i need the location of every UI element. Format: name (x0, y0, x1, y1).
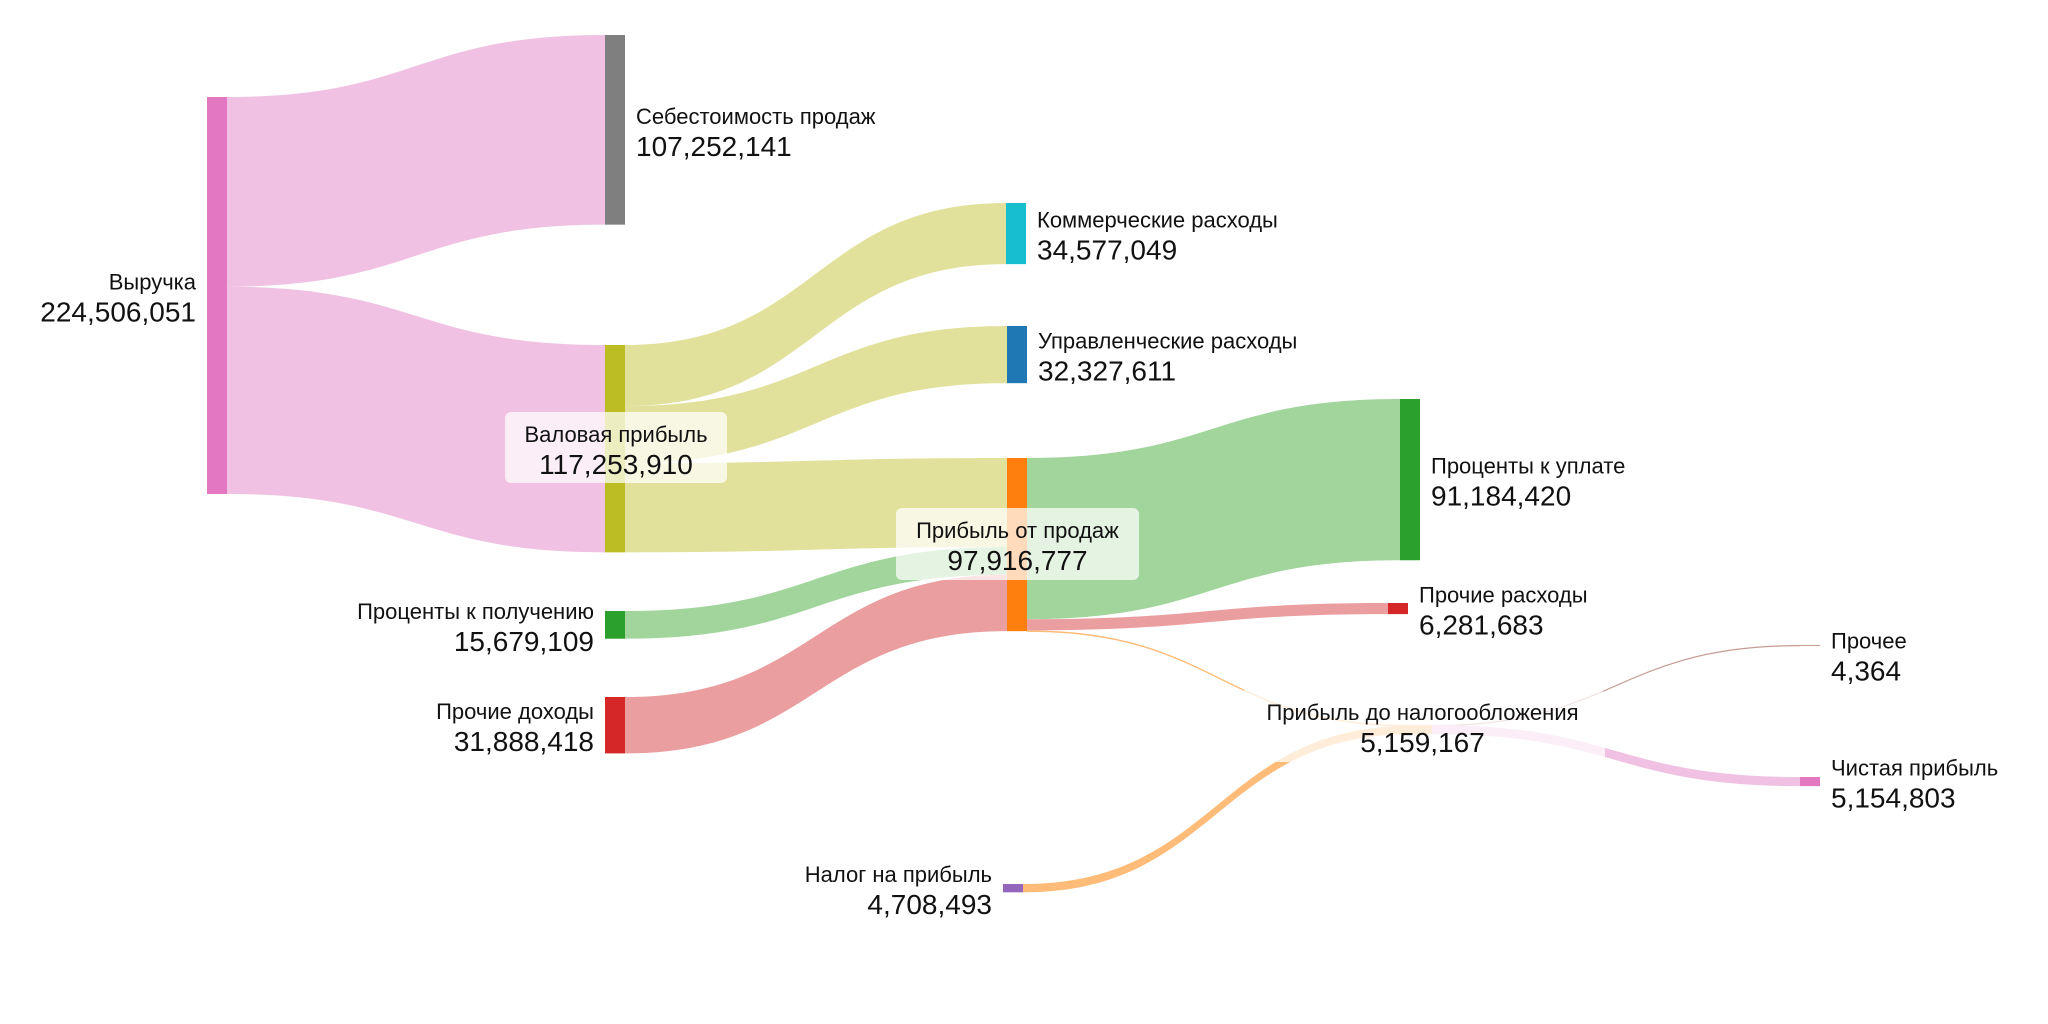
node-value-label: 5,154,803 (1831, 783, 1956, 814)
node-value-label: 4,708,493 (867, 889, 992, 920)
node-name-label: Чистая прибыль (1831, 756, 1998, 781)
node-name-label: Себестоимость продаж (636, 104, 876, 129)
node-value-label: 6,281,683 (1419, 610, 1544, 641)
link-pbt-to-net[interactable] (1432, 725, 1800, 787)
node-other_expense[interactable] (1388, 603, 1408, 615)
link-pbt-to-other[interactable] (1432, 645, 1800, 727)
node-name-label: Валовая прибыль (524, 422, 707, 447)
node-name-label: Прочие расходы (1419, 583, 1588, 608)
node-name-label: Прочие доходы (436, 699, 594, 724)
node-value-label: 97,916,777 (947, 545, 1087, 576)
label-box-pbt (1240, 690, 1605, 762)
node-name-label: Прибыль до налогообложения (1266, 700, 1578, 725)
node-value-label: 31,888,418 (454, 726, 594, 757)
link-tax-to-pbt[interactable] (1023, 725, 1412, 893)
link-gross-to-selling[interactable] (625, 203, 1006, 407)
node-net[interactable] (1800, 777, 1820, 787)
link-op_profit-to-pbt[interactable] (1027, 630, 1412, 727)
node-name-label: Налог на прибыль (805, 862, 992, 887)
link-revenue-to-gross[interactable] (227, 286, 605, 553)
node-name-label: Прочее (1831, 629, 1907, 654)
node-admin[interactable] (1007, 326, 1027, 384)
node-value-label: 107,252,141 (636, 131, 792, 162)
node-value-label: 34,577,049 (1037, 235, 1177, 266)
link-other_income-to-op_profit[interactable] (625, 574, 1007, 754)
node-name-label: Выручка (109, 270, 197, 295)
node-value-label: 117,253,910 (539, 449, 693, 480)
node-value-label: 224,506,051 (40, 297, 196, 328)
node-value-label: 91,184,420 (1431, 481, 1571, 512)
node-selling[interactable] (1006, 203, 1026, 265)
node-value-label: 32,327,611 (1038, 356, 1176, 387)
node-name-label: Проценты к получению (357, 599, 594, 624)
node-value-label: 4,364 (1831, 656, 1901, 687)
link-op_profit-to-other_expense[interactable] (1027, 603, 1388, 631)
link-revenue-to-cogs[interactable] (227, 35, 605, 287)
node-revenue[interactable] (207, 97, 227, 494)
node-cogs[interactable] (605, 35, 625, 225)
node-name-label: Прибыль от продаж (916, 518, 1119, 543)
node-other_income[interactable] (605, 697, 625, 754)
node-int_expense[interactable] (1400, 399, 1420, 561)
label-box-op_profit (896, 508, 1139, 580)
node-name-label: Управленческие расходы (1038, 329, 1297, 354)
node-name-label: Коммерческие расходы (1037, 208, 1278, 233)
node-tax[interactable] (1003, 884, 1023, 893)
node-int_income[interactable] (605, 611, 625, 639)
node-value-label: 15,679,109 (454, 626, 594, 657)
node-value-label: 5,159,167 (1360, 727, 1485, 758)
node-name-label: Проценты к уплате (1431, 454, 1625, 479)
node-other[interactable] (1800, 645, 1820, 646)
label-box-gross (505, 412, 727, 483)
